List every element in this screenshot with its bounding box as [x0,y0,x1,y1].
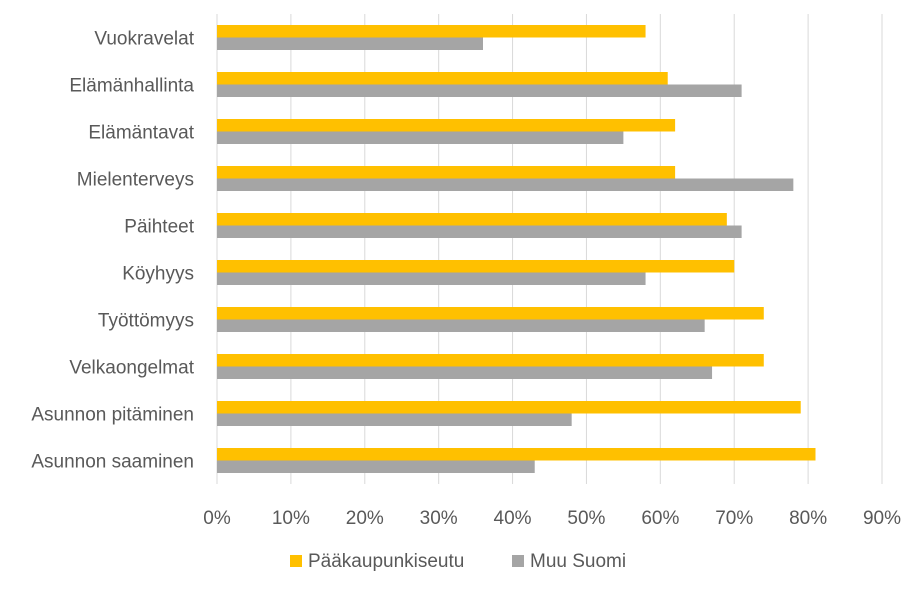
legend: Pääkaupunkiseutu Muu Suomi [290,551,626,572]
legend-swatch-paakaupunkiseutu [290,555,302,567]
category-label-tyottomyys: Työttömyys [98,311,194,332]
category-label-koyhyys: Köyhyys [122,264,194,285]
legend-label-muu-suomi: Muu Suomi [530,551,626,572]
bar-paakaupunkiseutu-vuokravelat [217,25,646,38]
bar-paakaupunkiseutu-elamanhallinta [217,72,668,85]
bar-paakaupunkiseutu-asunnon-pitaminen [217,401,801,414]
bars [217,25,816,473]
x-tick-label-90: 90% [863,508,901,529]
bar-muu-suomi-asunnon-pitaminen [217,413,572,426]
category-label-paihteet: Päihteet [124,217,194,238]
bar-muu-suomi-elamantavat [217,131,624,144]
category-label-vuokravelat: Vuokravelat [94,29,194,50]
category-label-elamantavat: Elämäntavat [88,123,194,144]
x-tick-label-30: 30% [420,508,458,529]
bar-muu-suomi-velkaongelmat [217,366,713,379]
category-labels: Vuokravelat Elämänhallinta Elämäntavat Miel… [31,29,194,473]
bar-paakaupunkiseutu-mielenterveys [217,166,676,179]
category-label-mielenterveys: Mielenterveys [77,170,194,191]
x-axis-tick-labels: 0% 10% 20% 30% 40% 50% 60% 70% 80% 90% [203,508,901,529]
bar-paakaupunkiseutu-asunnon-saaminen [217,448,816,461]
legend-swatch-muu-suomi [512,555,524,567]
bar-paakaupunkiseutu-tyottomyys [217,307,764,320]
bar-muu-suomi-mielenterveys [217,178,794,191]
x-tick-label-50: 50% [567,508,605,529]
category-label-asunnon-pitaminen: Asunnon pitäminen [31,405,194,426]
bar-muu-suomi-paihteet [217,225,742,238]
x-tick-label-70: 70% [715,508,753,529]
bar-muu-suomi-vuokravelat [217,37,483,50]
legend-label-paakaupunkiseutu: Pääkaupunkiseutu [308,551,464,572]
x-tick-label-10: 10% [272,508,310,529]
bar-muu-suomi-tyottomyys [217,319,705,332]
x-tick-label-0: 0% [203,508,231,529]
x-tick-label-80: 80% [789,508,827,529]
category-label-asunnon-saaminen: Asunnon saaminen [31,452,194,473]
bar-paakaupunkiseutu-paihteet [217,213,727,226]
category-label-elamanhallinta: Elämänhallinta [69,76,194,97]
bar-paakaupunkiseutu-koyhyys [217,260,735,273]
bar-paakaupunkiseutu-elamantavat [217,119,676,132]
category-label-velkaongelmat: Velkaongelmat [69,358,194,379]
x-tick-label-60: 60% [641,508,679,529]
bar-paakaupunkiseutu-velkaongelmat [217,354,764,367]
x-tick-label-20: 20% [346,508,384,529]
x-tick-label-40: 40% [494,508,532,529]
bar-muu-suomi-asunnon-saaminen [217,460,535,473]
bar-muu-suomi-elamanhallinta [217,84,742,97]
bar-muu-suomi-koyhyys [217,272,646,285]
